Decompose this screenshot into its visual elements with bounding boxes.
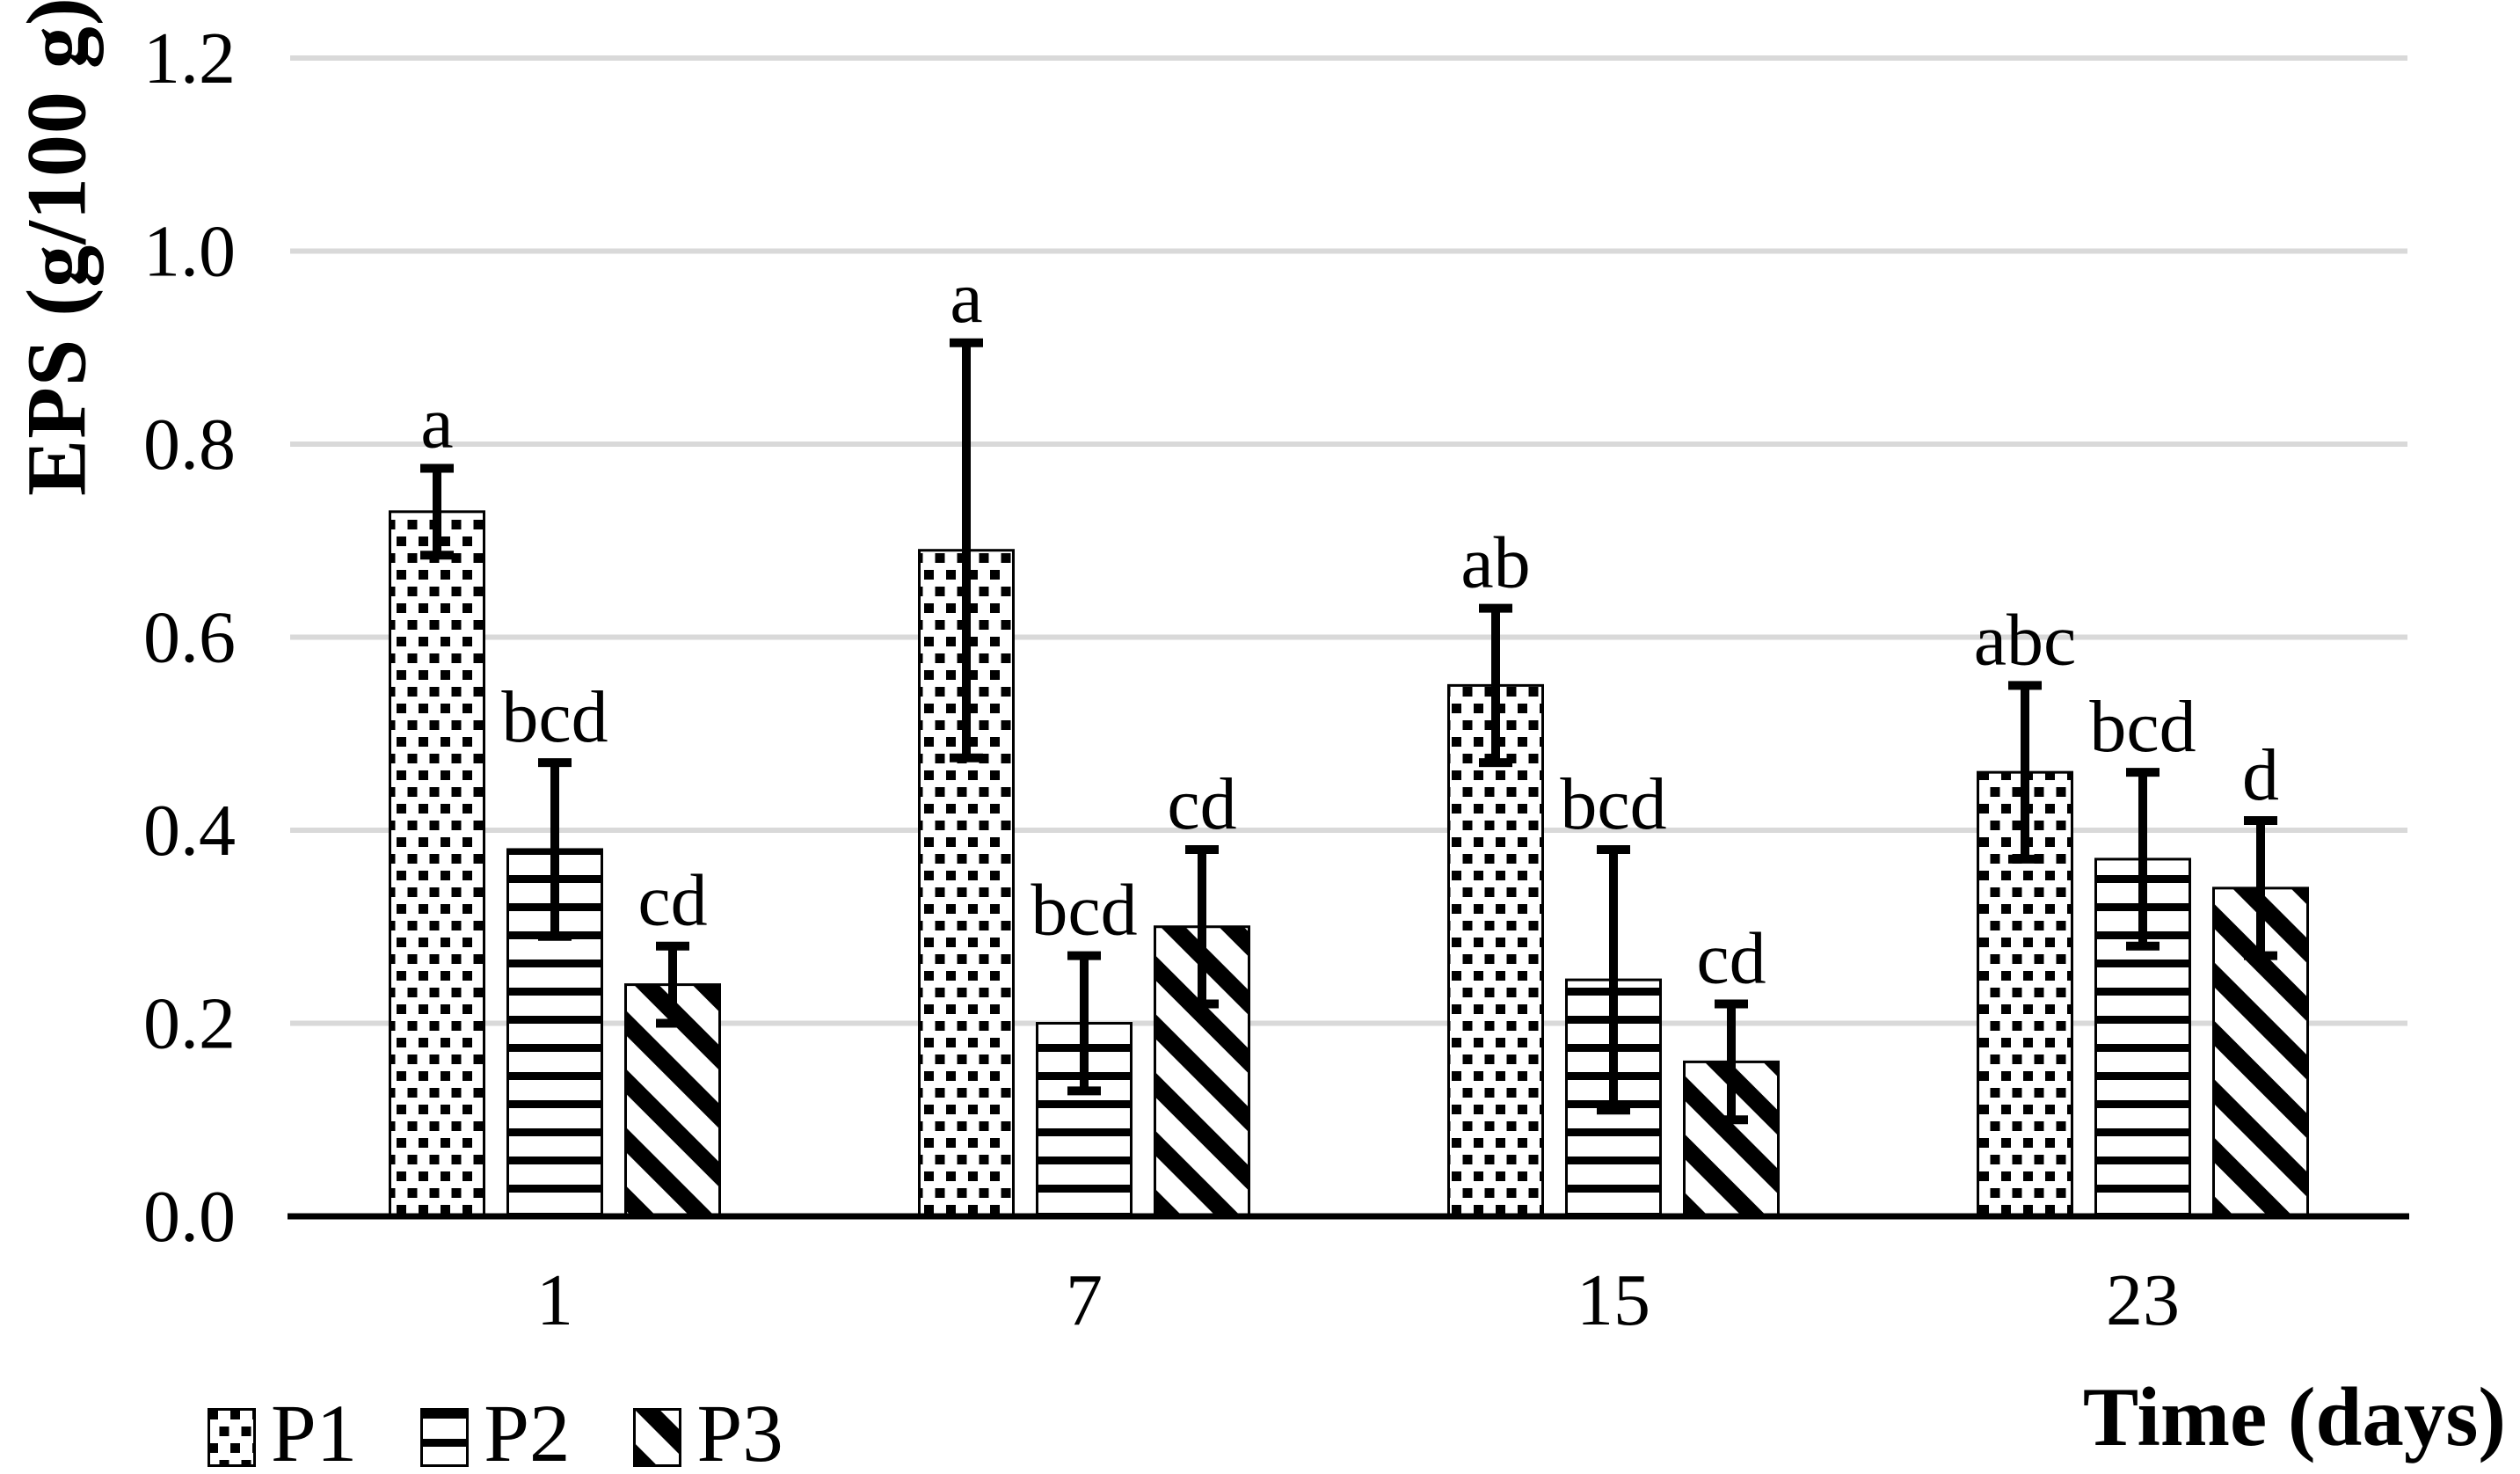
y-tick-label-0.6: 0.6 (143, 597, 236, 679)
legend: P1 P2 P3 (208, 1393, 783, 1474)
y-tick-label-0.2: 0.2 (143, 983, 236, 1065)
sig-label-p1-day15: ab (1460, 522, 1530, 604)
x-tick-label-1: 1 (536, 1259, 573, 1341)
bar-p1-day1 (389, 510, 485, 1218)
y-tick-label-1.2: 1.2 (143, 18, 236, 99)
y-axis-title: EPS (g/100 g) (9, 0, 104, 496)
sig-label-p3-day15: cd (1696, 918, 1766, 1000)
sig-label-p2-day1: bcd (501, 676, 608, 758)
legend-swatch-p1-dots (208, 1408, 256, 1467)
sig-label-p3-day1: cd (637, 860, 707, 942)
x-axis-title: Time (days) (2082, 1370, 2506, 1463)
legend-label-p1: P1 (271, 1389, 358, 1474)
axis-labels-group: 0.0 0.2 0.4 0.6 0.8 1.0 1.2 1 7 15 23 (143, 18, 2180, 1341)
gridlines-group (290, 55, 2407, 1026)
sig-label-p2-day7: bcd (1031, 870, 1137, 952)
sig-label-p1-day7: a (950, 257, 982, 339)
x-tick-label-23: 23 (2106, 1259, 2180, 1341)
legend-label-p2: P2 (484, 1389, 571, 1474)
y-tick-label-0.4: 0.4 (143, 790, 236, 872)
x-tick-label-15: 15 (1577, 1259, 1650, 1341)
y-tick-label-0.0: 0.0 (143, 1176, 236, 1258)
legend-swatch-p3-diagonal-stripes (633, 1408, 682, 1467)
legend-label-p3: P3 (696, 1389, 783, 1474)
sig-label-p1-day23: abc (1974, 599, 2077, 681)
sig-label-p3-day7: cd (1167, 763, 1236, 845)
legend-swatch-p2-horizontal-lines (420, 1408, 470, 1467)
legend-item-p3: P3 (633, 1393, 783, 1474)
bar-p1-day15 (1447, 683, 1544, 1218)
sig-label-p2-day23: bcd (2089, 686, 2196, 768)
sig-label-p1-day1: a (420, 382, 453, 463)
legend-item-p1: P1 (208, 1393, 357, 1474)
legend-item-p2: P2 (420, 1393, 570, 1474)
sig-label-p2-day15: bcd (1560, 763, 1666, 845)
y-tick-label-1.0: 1.0 (143, 211, 236, 293)
sig-label-p3-day23: d (2242, 734, 2279, 816)
y-tick-label-0.8: 0.8 (143, 404, 236, 485)
x-tick-label-7: 7 (1066, 1259, 1103, 1341)
